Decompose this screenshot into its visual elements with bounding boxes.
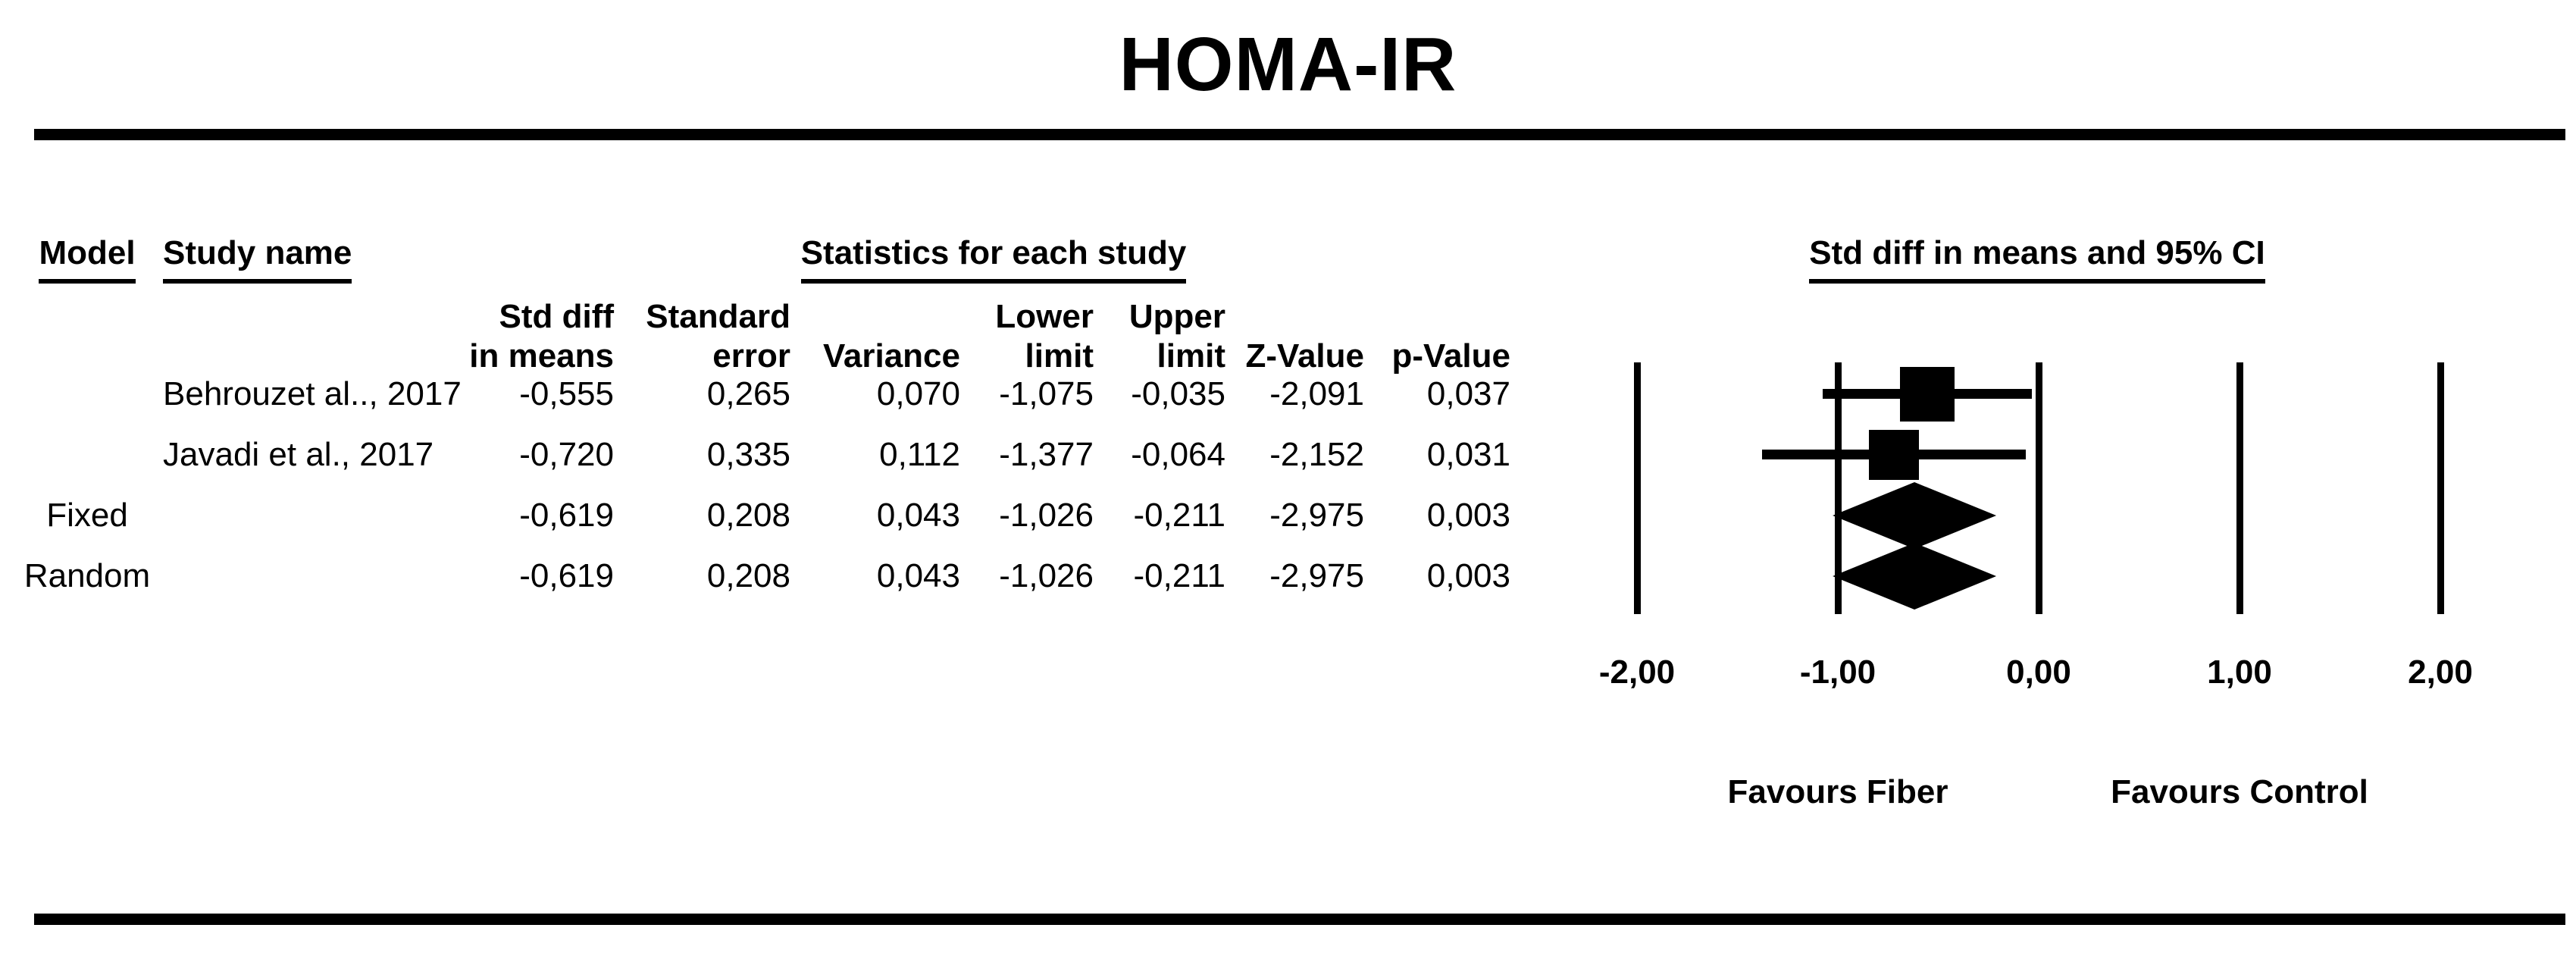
column-header-study-name-label: Study name: [163, 235, 352, 284]
column-header-model: Model: [0, 235, 174, 284]
axis-tick-label: -2,00: [1598, 654, 1676, 691]
effect-square: [1899, 367, 1955, 422]
axis-tick-label: 2,00: [2408, 654, 2473, 691]
column-header-statistics-group: Statistics for each study: [793, 235, 1194, 284]
subheader-upper-limit-line2: limit: [1157, 337, 1225, 375]
lower-limit-cell: -1,377: [999, 436, 1094, 473]
model-cell: Fixed: [46, 497, 128, 534]
p-value-cell: 0,003: [1426, 497, 1510, 534]
axis-tick-label: -1,00: [1799, 654, 1876, 691]
standard-error-cell: 0,208: [706, 557, 790, 594]
top-rule: [34, 129, 2565, 140]
effect-square: [1869, 430, 1920, 480]
z-value-cell: -2,152: [1269, 436, 1364, 473]
std-diff-cell: -0,555: [519, 375, 614, 412]
p-value-cell: 0,031: [1426, 436, 1510, 473]
variance-cell: 0,043: [876, 497, 960, 534]
axis-gridline: [1835, 362, 1842, 614]
study-name-cell: Behrouzet al.., 2017: [163, 375, 462, 412]
variance-cell: 0,043: [876, 557, 960, 594]
upper-limit-cell: -0,064: [1131, 436, 1225, 473]
standard-error-cell: 0,208: [706, 497, 790, 534]
p-value-cell: 0,037: [1426, 375, 1510, 412]
standard-error-cell: 0,265: [706, 375, 790, 412]
column-header-statistics-group-label: Statistics for each study: [800, 235, 1187, 284]
axis-tick-label: 1,00: [2207, 654, 2272, 691]
subheader-std-diff-line1: Std diff: [499, 298, 614, 335]
favours-right-label: Favours Control: [2111, 773, 2368, 810]
axis-gridline: [1634, 362, 1641, 614]
column-header-plot-group-label: Std diff in means and 95% CI: [1809, 235, 2265, 284]
column-header-plot-group: Std diff in means and 95% CI: [1795, 235, 2280, 284]
subheader-std-diff-line2: in means: [469, 337, 614, 375]
variance-cell: 0,112: [879, 436, 960, 473]
table-row-fixed: Fixed -0,619 0,208 0,043 -1,026 -0,211 -…: [0, 497, 1592, 534]
model-cell: Random: [23, 557, 151, 594]
subheader-upper-limit: Upper limit: [1028, 297, 1225, 376]
pooled-diamond: [1833, 482, 1997, 549]
z-value-cell: -2,975: [1269, 557, 1364, 594]
lower-limit-cell: -1,026: [999, 557, 1094, 594]
figure-title: HOMA-IR: [1119, 22, 1457, 107]
column-header-model-label: Model: [39, 235, 136, 284]
z-value-cell: -2,091: [1269, 375, 1364, 412]
column-header-study-name: Study name: [163, 235, 352, 284]
subheader-standard-error: Standard error: [593, 297, 790, 376]
variance-cell: 0,070: [876, 375, 960, 412]
p-value-cell: 0,003: [1426, 557, 1510, 594]
subheader-standard-error-line1: Standard: [646, 298, 790, 335]
upper-limit-cell: -0,211: [1133, 557, 1226, 594]
subheader-z-value: Z-Value: [1245, 337, 1365, 375]
upper-limit-cell: -0,211: [1133, 497, 1226, 534]
table-row-behrouz: Behrouzet al.., 2017 -0,555 0,265 0,070 …: [0, 375, 1592, 413]
lower-limit-cell: -1,026: [999, 497, 1094, 534]
subheader-standard-error-line2: error: [712, 337, 790, 375]
subheader-lower-limit-line2: limit: [1025, 337, 1094, 375]
subheader-upper-limit-line1: Upper: [1128, 298, 1225, 335]
axis-gridline: [2437, 362, 2444, 614]
subheader-variance: Variance: [822, 337, 960, 375]
upper-limit-cell: -0,035: [1131, 375, 1225, 412]
subheader-lower-limit: Lower limit: [897, 297, 1094, 376]
table-row-javadi: Javadi et al., 2017 -0,720 0,335 0,112 -…: [0, 436, 1592, 474]
table-row-random: Random -0,619 0,208 0,043 -1,026 -0,211 …: [0, 557, 1592, 595]
subheader-p-value: p-Value: [1391, 337, 1511, 375]
std-diff-cell: -0,619: [519, 497, 614, 534]
pooled-diamond: [1833, 543, 1997, 610]
std-diff-cell: -0,720: [519, 436, 614, 473]
bottom-rule: [34, 914, 2565, 925]
subheader-lower-limit-line1: Lower: [995, 298, 1094, 335]
subheader-std-diff: Std diff in means: [417, 297, 614, 376]
standard-error-cell: 0,335: [706, 436, 790, 473]
favours-left-label: Favours Fiber: [1727, 773, 1948, 810]
std-diff-cell: -0,619: [519, 557, 614, 594]
lower-limit-cell: -1,075: [999, 375, 1094, 412]
z-value-cell: -2,975: [1269, 497, 1364, 534]
axis-gridline: [2036, 362, 2042, 614]
axis-gridline: [2236, 362, 2243, 614]
study-name-cell: Javadi et al., 2017: [163, 436, 434, 473]
axis-tick-label: 0,00: [2006, 654, 2071, 691]
